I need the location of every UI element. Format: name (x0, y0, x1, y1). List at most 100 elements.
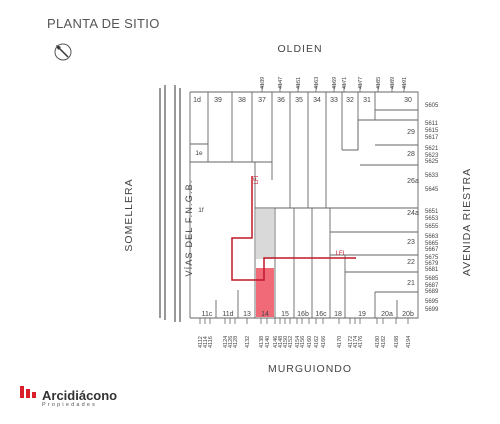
lot-number-left: 1e (195, 150, 203, 157)
right-house-number: 5687 (425, 283, 439, 289)
bottom-house-number: 4116 (208, 336, 214, 348)
lot-number-bottom: 14 (261, 311, 269, 318)
bottom-house-number: 4180 (375, 336, 381, 348)
lot-number-right: 28 (407, 151, 415, 158)
lot-number-bottom: 19 (358, 311, 366, 318)
lfi-label-vertical: LFI (254, 175, 260, 184)
lot-number-bottom: 13 (243, 311, 251, 318)
top-house-number: 4191 (402, 77, 408, 89)
right-house-number: 5699 (425, 307, 439, 313)
bottom-ticks (199, 318, 409, 324)
bottom-house-numbers: 4112 4114 4116 4124 4126 4128 4132 4138 4140 4146… (198, 336, 412, 348)
lot-number-top: 31 (363, 97, 371, 104)
bottom-house-number: 4176 (358, 336, 364, 348)
shaded-lot (256, 209, 274, 259)
bottom-house-number: 4174 (353, 336, 359, 348)
right-house-number: 5621 (425, 146, 439, 152)
top-house-numbers: 4139 4147 4151 4163 4169 4171 4177 4185 4189 4191 (260, 77, 408, 89)
bottom-house-number: 4128 (233, 336, 239, 348)
bottom-house-number: 4152 (288, 336, 294, 348)
right-house-number: 5605 (425, 103, 439, 109)
street-south: MURGUIONDO (268, 363, 352, 375)
bottom-house-number: 4148 (278, 336, 284, 348)
street-west: SOMELLERA (123, 178, 135, 251)
top-house-number: 4169 (332, 77, 338, 89)
right-house-number: 5681 (425, 267, 439, 273)
bottom-house-number: 4138 (259, 336, 265, 348)
top-house-number: 4163 (314, 77, 320, 89)
lot-number-top: 32 (346, 97, 354, 104)
right-house-number: 5617 (425, 135, 439, 141)
lot-number-bottom: 11c (202, 311, 213, 318)
bottom-house-number: 4170 (337, 336, 343, 348)
lot-number-top: 34 (313, 97, 321, 104)
bottom-house-number: 4124 (223, 336, 229, 348)
bottom-house-number: 4162 (314, 336, 320, 348)
lot-number-right: 21 (407, 280, 415, 287)
bottom-house-number: 4194 (406, 336, 412, 348)
lot-number-top: 36 (277, 97, 285, 104)
lot-number-top: 33 (330, 97, 338, 104)
right-house-number: 5615 (425, 128, 439, 134)
top-house-number: 4171 (342, 77, 348, 89)
lot-number-bottom: 20a (381, 311, 393, 318)
lot-number-right: 29 (407, 129, 415, 136)
brand-tagline: Propiedades (42, 402, 98, 408)
right-house-number: 5665 (425, 241, 439, 247)
lfi-label-horizontal: LFI (336, 251, 345, 257)
street-north: OLDIEN (277, 43, 322, 55)
lot-number-bottom: 16b (297, 311, 309, 318)
right-house-number: 5667 (425, 247, 439, 253)
lot-number-right: 24a (407, 210, 419, 217)
railway-lines (159, 85, 181, 322)
right-house-number: 5633 (425, 173, 439, 179)
lot-number-top: 37 (258, 97, 266, 104)
lot-number-right: 23 (407, 239, 415, 246)
right-house-number: 5651 (425, 209, 439, 215)
right-house-number: 5695 (425, 299, 439, 305)
lot-number-bottom: 20b (402, 311, 414, 318)
right-house-number: 5625 (425, 159, 439, 165)
lot-number-top: 38 (238, 97, 246, 104)
lot-number-top: 1d (193, 97, 201, 104)
lfi-lines (231, 176, 356, 281)
top-house-number: 4151 (296, 77, 302, 89)
lot-number-bottom: 16c (315, 311, 327, 318)
bottom-house-number: 4126 (228, 336, 234, 348)
top-ticks (261, 82, 405, 92)
railway-label: VÍAS DEL F.N.G.B. (184, 179, 194, 276)
right-house-number: 5679 (425, 261, 439, 267)
top-house-number: 4185 (376, 77, 382, 89)
bottom-house-number: 4132 (245, 336, 251, 348)
lot-number-top: 35 (295, 97, 303, 104)
north-arrow-icon (54, 43, 72, 61)
plan-title: PLANTA DE SITIO (47, 16, 160, 31)
bottom-house-number: 4154 (295, 336, 301, 348)
bottom-house-number: 4182 (381, 336, 387, 348)
bottom-house-number: 4156 (300, 336, 306, 348)
block-outline (189, 91, 419, 319)
right-house-number: 5611 (425, 121, 439, 127)
bottom-house-number: 4150 (283, 336, 289, 348)
lot-number-bottom: 18 (334, 311, 342, 318)
right-house-number: 5689 (425, 289, 439, 295)
bottom-house-number: 4140 (265, 336, 271, 348)
lot-number-bottom: 11d (222, 311, 233, 318)
lot-number-top: 39 (214, 97, 222, 104)
highlighted-lot-14 (256, 268, 274, 317)
top-house-number: 4139 (260, 77, 266, 89)
lot-numbers: 1d 39 38 37 36 35 34 33 32 31 30 11c 11d 13 14 15 16b 16c… (193, 97, 419, 318)
right-house-number: 5663 (425, 234, 439, 240)
bottom-house-number: 4160 (307, 336, 313, 348)
lot-number-left: 1f (198, 207, 204, 214)
right-house-number: 5653 (425, 216, 439, 222)
lot-number-right: 26a (407, 178, 419, 185)
bottom-house-number: 4188 (394, 336, 400, 348)
brand-name: Arcidiácono (42, 388, 118, 403)
bottom-house-number: 4112 (198, 336, 204, 348)
brand-logo-icon (20, 386, 36, 398)
top-house-number: 4147 (278, 77, 284, 89)
